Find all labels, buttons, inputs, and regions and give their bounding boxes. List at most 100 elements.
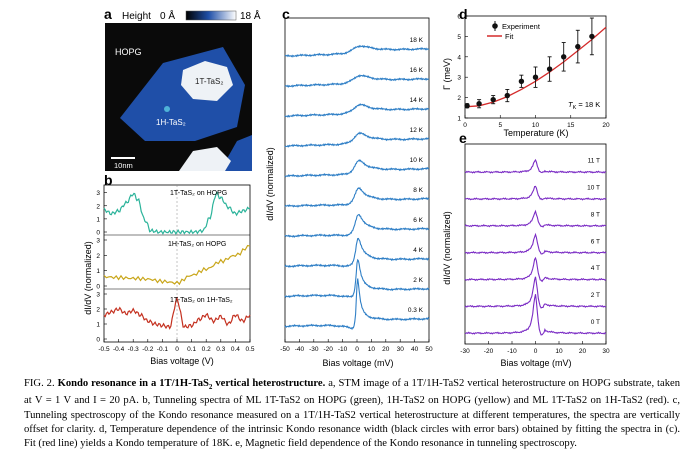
label-hopg: HOPG bbox=[115, 47, 142, 57]
trace-label-1t-hopg: 1T-TaS₂ on HOPG bbox=[170, 190, 227, 197]
temperature-label: 12 K bbox=[410, 127, 424, 134]
stm-image: HOPG 1T-TaS₂ 1H-TaS₂ 10nm bbox=[105, 23, 252, 171]
trace-2 bbox=[103, 296, 251, 330]
x-tick-label: -20 bbox=[323, 346, 333, 353]
y-tick-label: 2 bbox=[96, 203, 100, 210]
y-tick-label: 0 bbox=[96, 230, 100, 237]
data-point bbox=[546, 66, 553, 72]
flake-1t-bottom bbox=[179, 147, 231, 171]
data-point bbox=[490, 96, 496, 103]
data-point bbox=[518, 78, 525, 84]
x-tick-label: 0.5 bbox=[245, 346, 254, 353]
field-label: 0 T bbox=[591, 319, 600, 326]
panel-d-xlabel: Temperature (K) bbox=[503, 128, 568, 138]
field-spectrum-4 bbox=[464, 256, 607, 283]
y-tick-label: 2 bbox=[96, 253, 100, 260]
panel-b-label: b bbox=[104, 172, 113, 188]
panel-e-frame bbox=[464, 143, 607, 345]
data-point bbox=[561, 54, 567, 60]
field-spectrum-1 bbox=[464, 185, 607, 201]
x-tick-label: 0.3 bbox=[216, 346, 225, 353]
data-point bbox=[464, 103, 470, 109]
field-spectrum-0 bbox=[464, 158, 607, 174]
y-tick-label: 3 bbox=[96, 292, 100, 299]
y-tick-label: 1 bbox=[96, 216, 100, 223]
y-tick-label: 2 bbox=[96, 307, 100, 314]
x-tick-label: -30 bbox=[460, 348, 470, 355]
colorbar-gradient bbox=[185, 10, 237, 21]
x-tick-label: -20 bbox=[484, 348, 494, 355]
field-label: 11 T bbox=[588, 158, 600, 165]
trace-0 bbox=[103, 191, 251, 235]
panel-d-ylabel: Γ (meV) bbox=[442, 58, 452, 90]
panel-e-xlabel: Bias voltage (mV) bbox=[500, 358, 571, 368]
colorbar-min: 0 Å bbox=[160, 9, 175, 22]
x-tick-label: -40 bbox=[295, 346, 305, 353]
temperature-label: 2 K bbox=[413, 277, 423, 284]
y-tick-label: 4 bbox=[457, 54, 461, 61]
trace-label-1t-1h: 1T-TaS₂ on 1H-TaS₂ bbox=[170, 297, 233, 304]
x-tick-label: 0.4 bbox=[231, 346, 240, 353]
label-1h: 1H-TaS₂ bbox=[156, 118, 186, 127]
panel-e-label: e bbox=[459, 130, 467, 146]
y-tick-label: 0 bbox=[96, 337, 100, 344]
flake-1t-top bbox=[181, 61, 233, 101]
y-tick-label: 1 bbox=[96, 268, 100, 275]
temperature-label: 18 K bbox=[410, 37, 424, 44]
spectrum-4 bbox=[284, 159, 430, 178]
panel-c-plot: -50 -40 -30 -20 -10 0 10 20 30 40 50 18 K 16 K 14 K 12… bbox=[265, 17, 433, 368]
spectrum-7 bbox=[284, 237, 430, 268]
y-tick-label: 1 bbox=[96, 322, 100, 329]
panel-e-ylabel: dI/dV (normalized) bbox=[442, 211, 452, 285]
field-spectrum-2 bbox=[464, 209, 607, 228]
x-tick-label: 0 bbox=[175, 346, 179, 353]
y-tick-label: 1 bbox=[457, 116, 461, 123]
panel-a-label: a bbox=[104, 6, 112, 22]
x-tick-label: 30 bbox=[397, 346, 405, 353]
x-tick-label: 0 bbox=[463, 122, 467, 129]
x-tick-label: -10 bbox=[338, 346, 348, 353]
temperature-label: 8 K bbox=[413, 187, 423, 194]
data-point bbox=[575, 43, 581, 50]
spectrum-3 bbox=[284, 131, 429, 148]
temperature-label: 16 K bbox=[410, 67, 424, 74]
field-spectrum-6 bbox=[464, 294, 607, 336]
label-1t: 1T-TaS₂ bbox=[195, 77, 223, 86]
y-tick-label: 0 bbox=[96, 284, 100, 291]
field-label: 6 T bbox=[591, 238, 600, 245]
x-tick-label: 0 bbox=[534, 348, 538, 355]
height-colorbar: Height 0 Å 18 Å bbox=[122, 9, 261, 22]
panel-c-ylabel: dI/dV (normalized) bbox=[265, 147, 275, 221]
colorbar-title: Height bbox=[122, 11, 151, 22]
caption-prefix: FIG. 2. bbox=[24, 378, 55, 389]
data-point bbox=[532, 74, 539, 80]
defect-dot bbox=[164, 106, 170, 112]
spectrum-2 bbox=[284, 103, 430, 118]
temperature-label: 10 K bbox=[410, 157, 424, 164]
data-point bbox=[589, 33, 595, 40]
spectrum-0 bbox=[284, 44, 430, 58]
legend-fit: Fit bbox=[505, 32, 514, 41]
x-tick-label: 20 bbox=[579, 348, 587, 355]
x-tick-label: -50 bbox=[280, 346, 290, 353]
x-tick-label: 0.2 bbox=[202, 346, 211, 353]
field-spectrum-3 bbox=[464, 232, 607, 255]
figure-caption: FIG. 2. Kondo resonance in a 1T/1H-TaS2 … bbox=[24, 377, 680, 451]
y-tick-label: 3 bbox=[457, 75, 461, 82]
x-tick-label: -0.1 bbox=[157, 346, 169, 353]
caption-title: Kondo resonance in a 1T/1H-TaS2 vertical… bbox=[57, 378, 326, 392]
data-point bbox=[476, 101, 482, 107]
colorbar-max: 18 Å bbox=[240, 9, 261, 22]
panel-c-label: c bbox=[282, 6, 290, 22]
x-tick-label: 10 bbox=[532, 122, 540, 129]
x-tick-label: 10 bbox=[555, 348, 563, 355]
panel-d-label: d bbox=[459, 6, 468, 22]
field-label: 8 T bbox=[591, 211, 600, 218]
panel-b-xlabel: Bias voltage (V) bbox=[150, 356, 214, 366]
y-tick-label: 3 bbox=[96, 238, 100, 245]
x-tick-label: 30 bbox=[602, 348, 610, 355]
spectrum-1 bbox=[284, 74, 430, 88]
temperature-label: 14 K bbox=[410, 97, 424, 104]
x-tick-label: -0.5 bbox=[98, 346, 110, 353]
